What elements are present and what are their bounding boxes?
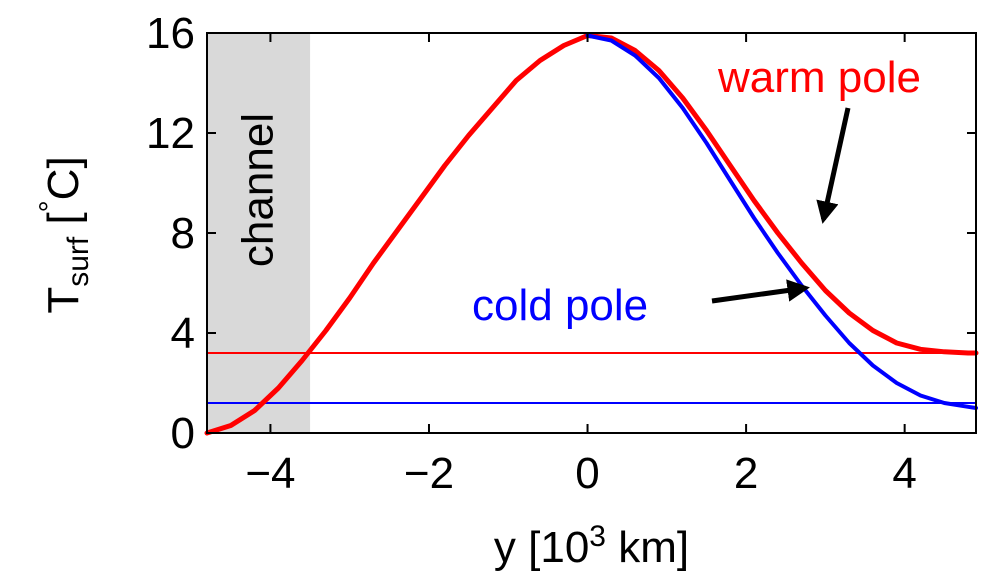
x-tick-label: 0	[575, 449, 599, 498]
series-line-cold-pole	[585, 33, 978, 410]
y-axis-label-subscript: surf	[62, 236, 95, 287]
y-tick-label: 0	[171, 409, 195, 458]
x-axis-label-superscript: 3	[589, 520, 606, 553]
cold-pole-arrow	[711, 279, 810, 304]
x-tick-label: 4	[892, 449, 916, 498]
y-tick-label: 12	[146, 109, 195, 158]
x-tick-label: −2	[404, 449, 454, 498]
y-axis-label-main: T	[39, 287, 88, 314]
y-tick-label: 16	[146, 9, 195, 58]
y-tick-label: 8	[171, 209, 195, 258]
y-axis-label-open: [	[39, 212, 88, 236]
y-tick-label: 4	[171, 309, 195, 358]
y-axis-label-degree: °	[34, 200, 67, 212]
x-tick-label: −4	[245, 449, 295, 498]
cold-pole-annotation: cold pole	[472, 281, 648, 330]
x-axis-label-base: y [10	[494, 523, 589, 572]
x-axis-label-rest: km]	[606, 523, 689, 572]
y-axis-label: Tsurf [°C]	[34, 156, 95, 313]
x-tick-label: 2	[734, 449, 758, 498]
x-axis-label: y [103 km]	[494, 520, 689, 572]
channel-region	[207, 33, 311, 433]
y-axis-label-unit: C]	[39, 156, 88, 200]
warm-pole-annotation: warm pole	[717, 53, 921, 102]
channel-label: channel	[234, 113, 283, 267]
warm-pole-arrow	[816, 107, 851, 224]
